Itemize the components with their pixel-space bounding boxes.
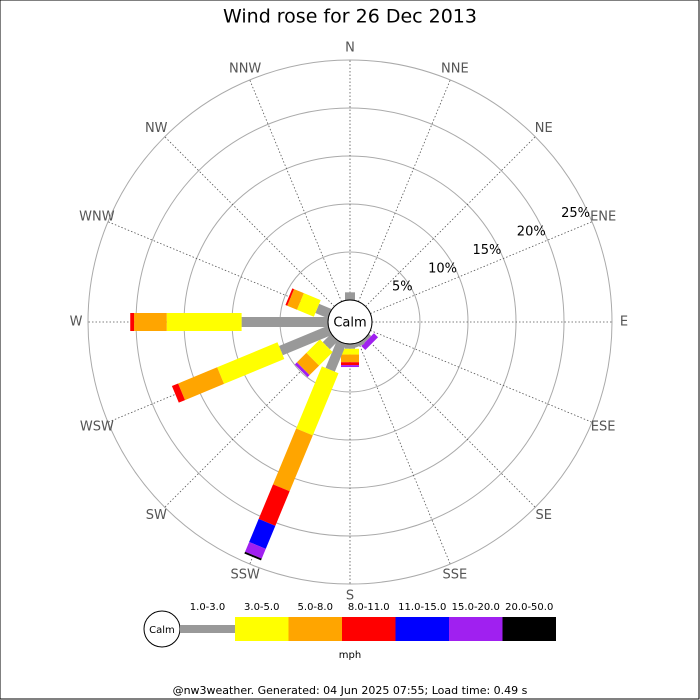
- direction-label: S: [346, 589, 354, 604]
- direction-label: WSW: [80, 419, 114, 434]
- bar-segment: [178, 367, 225, 401]
- chart-title: Wind rose for 26 Dec 2013: [223, 6, 477, 28]
- bar-segment: [244, 551, 262, 561]
- bar-segment: [315, 303, 332, 319]
- spoke: [358, 79, 451, 302]
- legend-calm-label: Calm: [149, 625, 175, 636]
- r-tick-label: 20%: [517, 225, 546, 240]
- legend-swatch: [180, 625, 235, 633]
- spoke: [370, 330, 593, 423]
- direction-label: SW: [146, 508, 167, 523]
- direction-label: ENE: [590, 210, 616, 225]
- bar-segment: [249, 518, 276, 549]
- bar-segment: [166, 313, 242, 331]
- spoke: [164, 136, 335, 307]
- legend-swatch: [342, 617, 396, 641]
- footer: @nw3weather. Generated: 04 Jun 2025 07:5…: [173, 684, 528, 697]
- direction-label: N: [345, 41, 355, 56]
- direction-label: ESE: [591, 419, 616, 434]
- spoke: [365, 337, 536, 508]
- bar-segment: [294, 362, 310, 378]
- bar-segment: [278, 325, 332, 356]
- legend-swatch: [449, 617, 503, 641]
- direction-label: SSW: [230, 568, 260, 583]
- direction-label: SSE: [442, 568, 467, 583]
- bar-segment: [258, 484, 290, 526]
- bar-segment: [130, 313, 135, 331]
- legend-label: 5.0-8.0: [298, 602, 333, 613]
- bar-segment: [341, 348, 359, 355]
- bar-segment: [341, 354, 359, 363]
- bar-segment: [362, 334, 372, 344]
- bar-segment: [345, 292, 355, 300]
- bar-segment: [345, 344, 355, 349]
- bar-segment: [245, 541, 266, 559]
- bar-segment: [287, 289, 304, 310]
- calm-label: Calm: [333, 316, 366, 331]
- spoke: [365, 136, 536, 307]
- legend-label: 15.0-20.0: [452, 602, 500, 613]
- direction-label: WNW: [79, 210, 115, 225]
- bar-segment: [171, 383, 186, 403]
- r-tick-label: 15%: [472, 243, 501, 258]
- legend-label: 1.0-3.0: [190, 602, 225, 613]
- bar-segment: [241, 317, 329, 327]
- direction-label: E: [620, 315, 628, 330]
- legend-swatch: [235, 617, 289, 641]
- legend-title: mph: [339, 650, 361, 661]
- direction-label: NW: [145, 121, 168, 136]
- bar-segment: [341, 362, 359, 366]
- r-tick-label: 10%: [428, 261, 457, 276]
- bar-segment: [361, 333, 379, 351]
- spoke: [249, 79, 342, 302]
- direction-label: NNE: [441, 61, 469, 76]
- legend-label: 3.0-5.0: [244, 602, 279, 613]
- bar-segment: [296, 352, 320, 376]
- legend-swatch: [288, 617, 342, 641]
- direction-label: NNW: [229, 61, 261, 76]
- legend-label: 11.0-15.0: [398, 602, 446, 613]
- bar-segment: [325, 340, 347, 372]
- spoke: [370, 221, 593, 314]
- direction-label: W: [70, 315, 83, 330]
- bar-segment: [296, 366, 339, 436]
- r-tick-label: 25%: [561, 206, 590, 221]
- r-tick-label: 5%: [392, 280, 413, 295]
- bar-segment: [134, 313, 167, 331]
- calm-circle: [327, 299, 373, 345]
- bar-segment: [285, 288, 295, 306]
- legend-label: 8.0-11.0: [348, 602, 390, 613]
- spoke: [358, 342, 451, 565]
- bar-segment: [306, 339, 333, 366]
- bar-segment: [217, 342, 285, 384]
- bar-segment: [273, 428, 313, 492]
- bar-segment: [341, 365, 359, 368]
- legend-label: 20.0-50.0: [505, 602, 553, 613]
- grid-ring: [87, 59, 613, 585]
- bar-segment: [353, 340, 365, 348]
- direction-label: NE: [535, 121, 553, 136]
- legend-swatch: [502, 617, 556, 641]
- legend-swatch: [395, 617, 449, 641]
- direction-label: SE: [536, 508, 552, 523]
- bar-segment: [296, 293, 321, 317]
